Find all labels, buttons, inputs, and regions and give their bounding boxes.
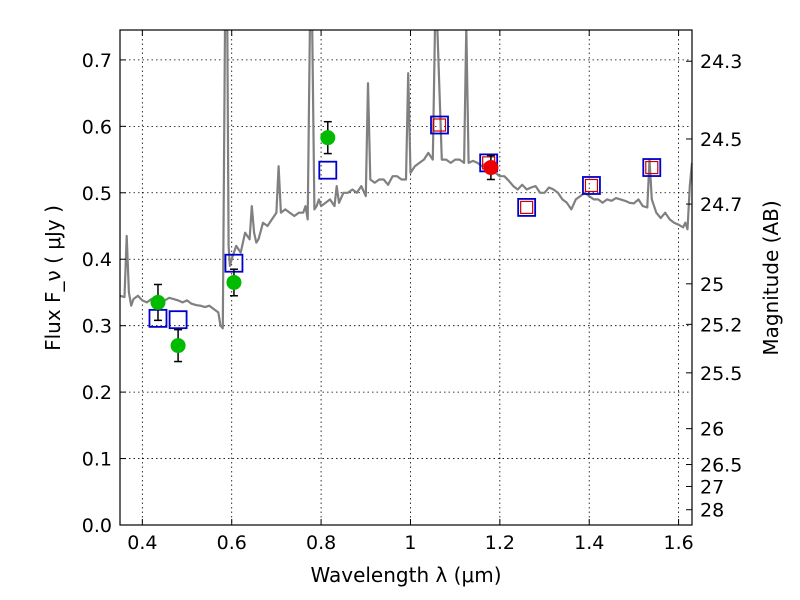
x-tick-label: 1.4 xyxy=(574,532,604,554)
observed-point xyxy=(226,274,242,290)
model-photometry-square xyxy=(642,158,662,177)
observed-point xyxy=(320,130,336,146)
plot-background xyxy=(120,30,692,525)
axis-ticks: 0.4 0.6 0.8 1 1.2 1.4 1.6 0.0 0.1 0.2 0.3 0.4 0.5 0.6… xyxy=(82,30,742,554)
x-tick-label: 0.8 xyxy=(306,532,336,554)
x-axis-label: Wavelength λ (μm) xyxy=(310,563,501,587)
x-tick-label: 1 xyxy=(404,532,416,554)
x-tick-label: 1.2 xyxy=(485,532,515,554)
model-photometry-inner-square xyxy=(520,200,534,215)
y-tick-label: 0.4 xyxy=(82,249,112,271)
y-tick-label: 0.3 xyxy=(82,316,112,338)
model-spectrum-line xyxy=(120,30,692,330)
observed-point xyxy=(150,294,166,310)
observed-point xyxy=(170,338,186,354)
right-axis-tick-label: 24.5 xyxy=(700,129,742,151)
right-axis-tick-label: 28 xyxy=(700,500,724,522)
x-tick-label: 1.6 xyxy=(663,532,693,554)
model-photometry-square xyxy=(318,160,338,180)
model-photometry-inner-square xyxy=(584,178,599,193)
y-tick-label: 0.1 xyxy=(82,449,112,471)
right-axis-tick-label: 27 xyxy=(700,476,724,498)
right-axis-tick-label: 26 xyxy=(700,419,724,441)
model-photometry-square xyxy=(582,176,601,195)
model-photometry-square xyxy=(168,310,188,330)
y-tick-label: 0.5 xyxy=(82,183,112,205)
x-tick-label: 0.4 xyxy=(127,532,157,554)
model-photometry-inner-square xyxy=(432,118,447,132)
model-photometry-square xyxy=(430,115,449,135)
right-axis-tick-label: 26.5 xyxy=(700,455,742,477)
right-axis-tick-label: 24.3 xyxy=(700,51,742,73)
model-photometry-square xyxy=(517,198,537,217)
observed-point xyxy=(483,160,499,176)
right-axis-label: Magnitude (AB) xyxy=(759,200,783,355)
y-tick-label: 0.7 xyxy=(82,50,112,72)
markers-layer xyxy=(148,115,662,363)
y-tick-label: 0.0 xyxy=(82,515,112,537)
y-tick-label: 0.2 xyxy=(82,382,112,404)
y-tick-label: 0.6 xyxy=(82,116,112,138)
x-tick-label: 0.6 xyxy=(217,532,247,554)
right-axis-tick-label: 25.2 xyxy=(700,314,742,336)
model-photometry-inner-square xyxy=(645,160,659,175)
model-spectrum-layer xyxy=(120,30,692,330)
y-axis-label: Flux F_ν ( μJy ) xyxy=(41,205,65,351)
plot-frame xyxy=(119,29,693,526)
right-axis-tick-label: 24.7 xyxy=(700,194,742,216)
right-axis-tick-label: 25 xyxy=(700,274,724,296)
right-axis-tick-label: 25.5 xyxy=(700,363,742,385)
